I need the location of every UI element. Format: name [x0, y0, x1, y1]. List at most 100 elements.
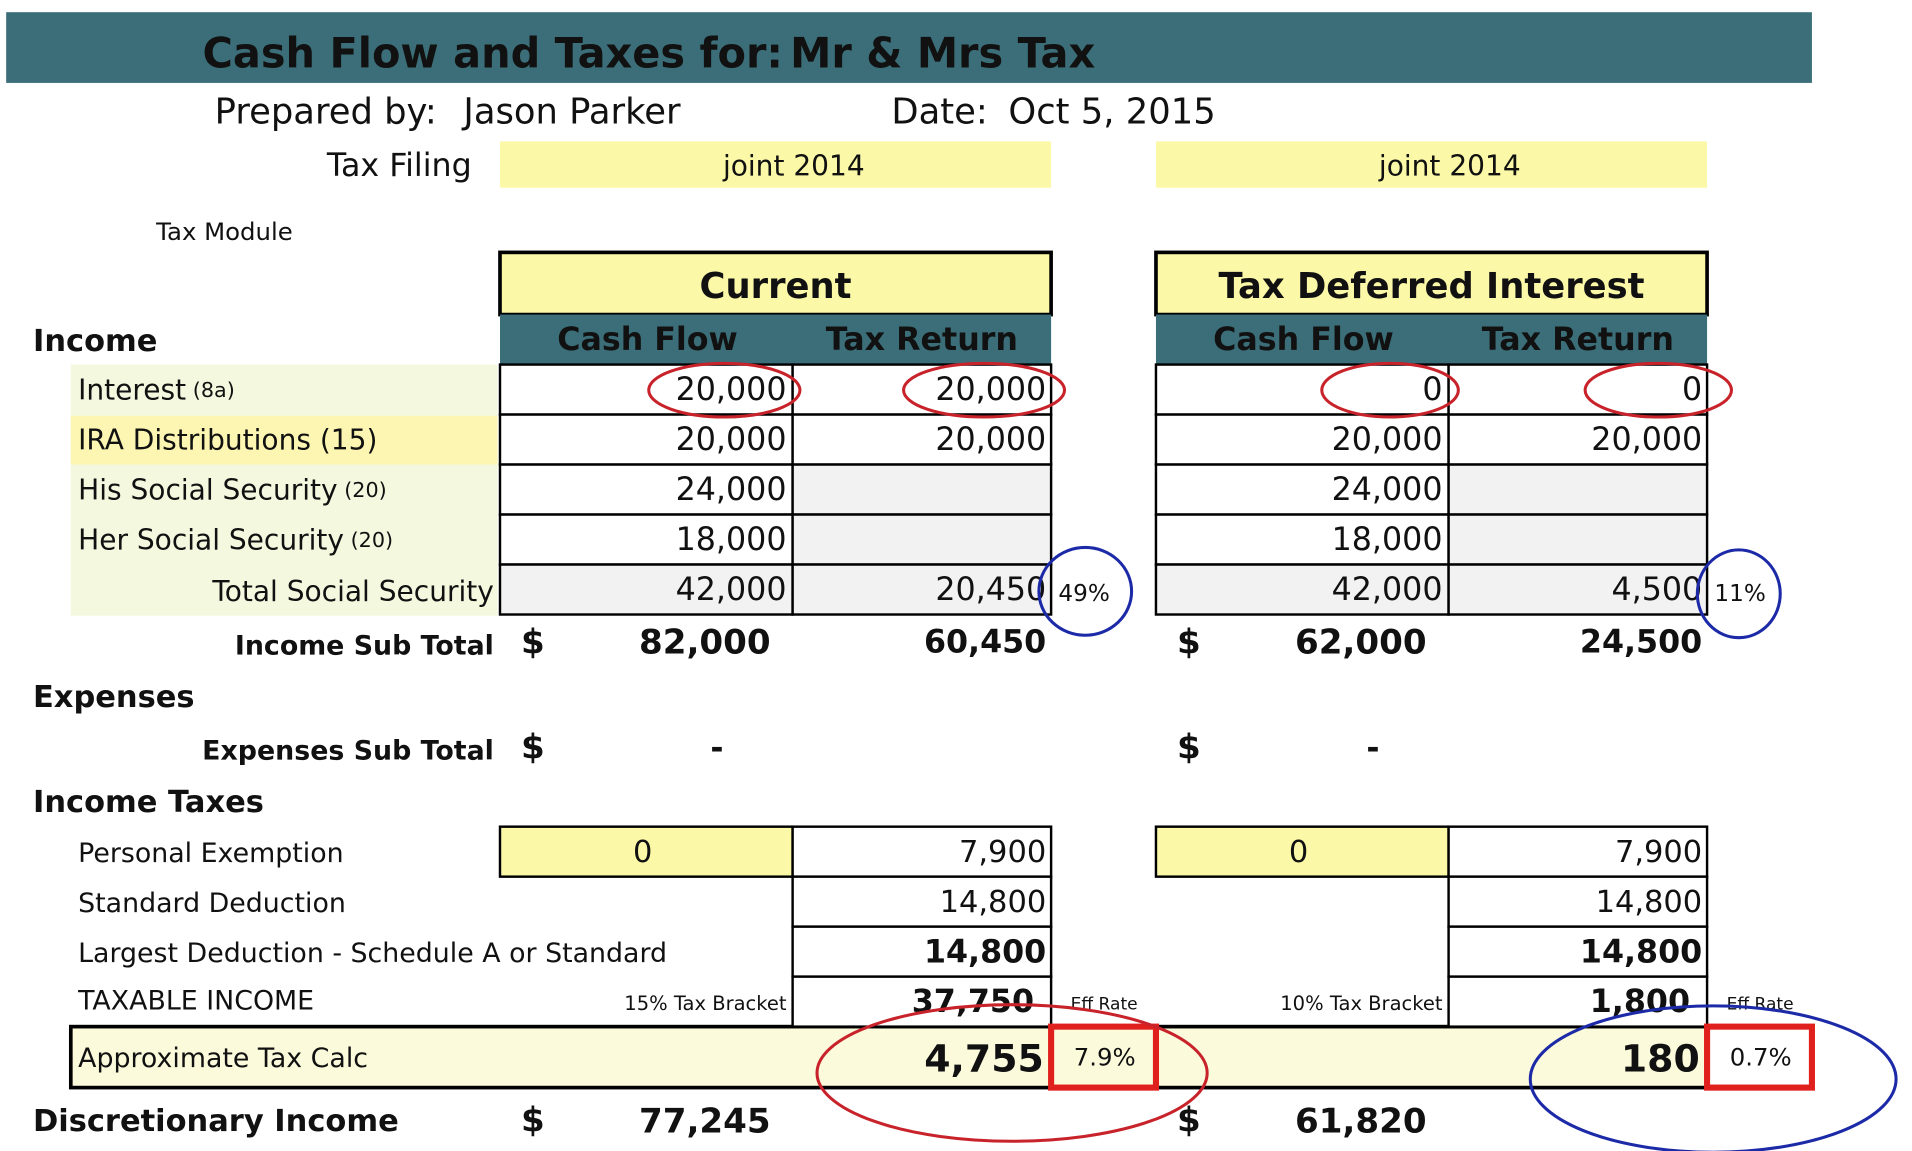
filing-cell	[1155, 141, 1708, 188]
row-label: Her Social Security (20)	[78, 524, 393, 557]
cell	[1447, 563, 1709, 616]
annotation-ellipse	[647, 361, 802, 419]
scenario-title-cell	[498, 250, 1053, 317]
cell	[791, 975, 1053, 1028]
cell	[498, 563, 794, 616]
expenses-subtotal-label: Expenses Sub Total	[202, 736, 494, 767]
prepared-label: Prepared by:	[215, 92, 437, 133]
discretionary: 77,245	[639, 1102, 771, 1142]
tax-calc: 4,755	[924, 1036, 1044, 1080]
row-label: IRA Distributions (15)	[78, 424, 377, 457]
filing-cell	[499, 141, 1052, 188]
currency: $	[521, 1101, 545, 1141]
row-label: Total Social Security	[211, 575, 494, 608]
subtotal: 82,000	[639, 623, 771, 663]
row-label: His Social Security (20)	[78, 474, 387, 507]
income-taxes-heading: Income Taxes	[33, 785, 264, 820]
column-header-text: Cash Flow	[557, 322, 738, 358]
preparer: Jason Parker	[461, 92, 681, 133]
scenario-title-cell	[1154, 250, 1709, 317]
ss-percent: 49%	[1058, 581, 1109, 607]
expenses-heading: Expenses	[33, 680, 195, 715]
cell-value: 14,800	[940, 885, 1047, 920]
currency: $	[521, 727, 545, 767]
filing: joint 2014	[1378, 149, 1521, 182]
bracket-label: 15% Tax Bracket	[624, 992, 787, 1015]
cell	[1154, 413, 1450, 466]
row-label: TAXABLE INCOME	[77, 986, 314, 1017]
annotation-ellipse	[1037, 545, 1134, 637]
subtotal: 60,450	[924, 625, 1046, 661]
bracket-label: 10% Tax Bracket	[1280, 992, 1443, 1015]
cell-value: 20,450	[935, 572, 1046, 608]
column-header-text: Tax Return	[826, 322, 1018, 358]
cell	[1447, 825, 1709, 878]
cell-value: 20,000	[676, 422, 787, 458]
annotation-ellipse	[902, 361, 1067, 419]
cell	[1447, 875, 1709, 928]
date-label: Date:	[891, 92, 987, 133]
income-subtotal-label: Income Sub Total	[235, 631, 494, 662]
row-label: Standard Deduction	[78, 888, 346, 919]
column-header	[1155, 314, 1708, 365]
subtotal: 62,000	[1295, 623, 1427, 663]
cell	[791, 563, 1053, 616]
cell-value: 0	[1289, 835, 1308, 870]
cell-value: 0	[1422, 372, 1442, 408]
currency: $	[521, 623, 545, 663]
scenario-title: Current	[700, 266, 852, 307]
cell-value: 42,000	[676, 572, 787, 608]
annotation-ellipse	[1583, 361, 1733, 419]
cell-value: 7,900	[1615, 835, 1702, 870]
row-label: Approximate Tax Calc	[78, 1043, 368, 1074]
cell	[1447, 363, 1709, 416]
cell	[1447, 975, 1709, 1028]
cell	[1154, 563, 1450, 616]
cell-value: 20,000	[676, 372, 787, 408]
cell-value: 7,900	[959, 835, 1046, 870]
cell-value: 4,500	[1611, 572, 1702, 608]
form-line-ref: (8a)	[186, 378, 235, 402]
cell-value: 20,000	[935, 422, 1046, 458]
cell-value: 20,000	[1591, 422, 1702, 458]
filing: joint 2014	[722, 149, 865, 182]
cell	[1447, 413, 1709, 466]
eff-rate: 7.9%	[1074, 1043, 1136, 1072]
column-header	[499, 314, 1052, 365]
cell-value: 20,000	[935, 372, 1046, 408]
title: Cash Flow and Taxes for:	[202, 30, 783, 78]
cell	[1154, 513, 1450, 566]
cell	[498, 513, 794, 566]
row-label: Discretionary Income	[33, 1104, 399, 1139]
subtotal: 24,500	[1580, 625, 1702, 661]
row-label: Largest Deduction - Schedule A or Standa…	[78, 938, 667, 969]
row-label: Interest (8a)	[78, 374, 235, 407]
row-label: Personal Exemption	[78, 838, 343, 869]
cell	[1154, 825, 1450, 878]
currency: $	[1177, 623, 1201, 663]
cell-value: 24,000	[1332, 472, 1443, 508]
ira-label-bg	[70, 415, 498, 465]
discretionary: 61,820	[1295, 1102, 1427, 1142]
currency: $	[1177, 1101, 1201, 1141]
eff-rate: 0.7%	[1730, 1043, 1792, 1072]
tax-filing-label: Tax Filing	[326, 148, 472, 184]
cell-value: 1,800	[1590, 984, 1690, 1020]
income-label-bg	[70, 364, 498, 616]
cell-value: 14,800	[1596, 885, 1703, 920]
subtotal: -	[710, 731, 723, 767]
annotation-ellipse	[1320, 361, 1460, 419]
income-heading: Income	[33, 324, 157, 359]
cell-value: 0	[633, 835, 652, 870]
eff-rate-box	[1048, 1023, 1160, 1091]
cell-value: 37,750	[912, 984, 1034, 1020]
cell	[498, 363, 794, 416]
cell-value: 20,000	[1332, 422, 1443, 458]
annotation-ellipse	[1695, 548, 1782, 640]
scenario-title: Tax Deferred Interest	[1218, 266, 1644, 307]
ss-percent: 11%	[1714, 581, 1765, 607]
currency: $	[1177, 727, 1201, 767]
cell	[791, 513, 1053, 566]
